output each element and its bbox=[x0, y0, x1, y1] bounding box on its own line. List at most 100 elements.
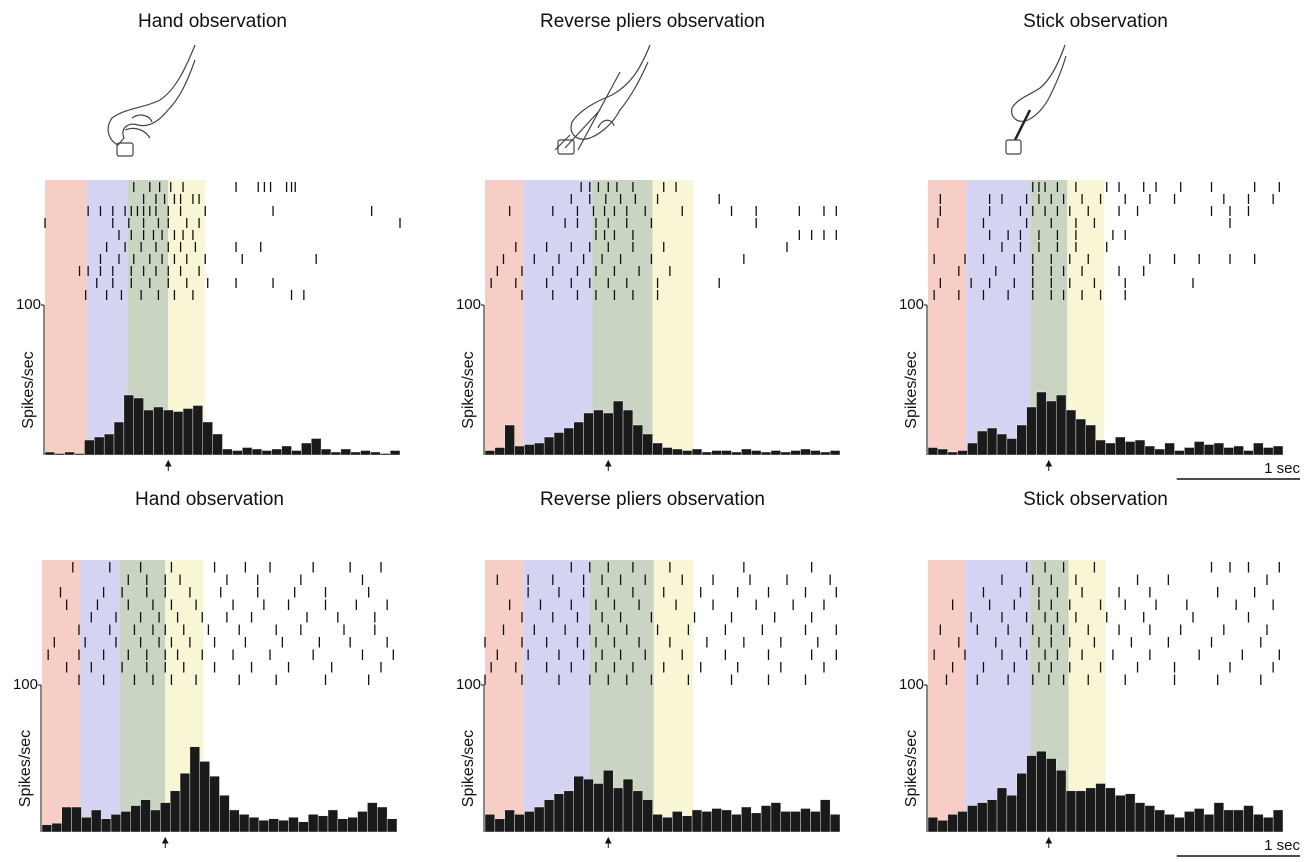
histogram-bar bbox=[72, 807, 82, 832]
histogram-bar bbox=[1125, 794, 1135, 832]
histogram-bar bbox=[282, 446, 292, 455]
histogram-bar bbox=[820, 452, 830, 455]
histogram-bar bbox=[153, 407, 163, 455]
figure: Hand observation100Spikes/secReverse pli… bbox=[0, 0, 1310, 862]
histogram-bar bbox=[1106, 788, 1116, 832]
histogram-bar bbox=[1066, 791, 1076, 832]
histogram-bar bbox=[1204, 814, 1214, 832]
histogram-bar bbox=[1106, 443, 1116, 455]
histogram-bar bbox=[84, 440, 94, 455]
histogram-bar bbox=[771, 803, 781, 832]
histogram-bar bbox=[830, 814, 840, 832]
histogram-bar bbox=[623, 410, 633, 455]
page: {"chart_data": [ {"type": "histogram", "… bbox=[0, 0, 1310, 862]
scale-bar-label: 1 sec bbox=[1264, 460, 1300, 477]
histogram-bar bbox=[938, 449, 948, 455]
movement-marker bbox=[166, 461, 171, 471]
movement-marker bbox=[606, 838, 611, 848]
histogram-bar bbox=[1096, 440, 1106, 455]
histogram-bar bbox=[1076, 791, 1086, 832]
histogram-bar bbox=[1086, 425, 1096, 455]
histogram-bar bbox=[781, 452, 791, 455]
epoch-band bbox=[485, 560, 523, 832]
histogram-bar bbox=[289, 817, 299, 832]
epoch-band bbox=[966, 180, 1030, 455]
histogram-bar bbox=[524, 811, 534, 832]
histogram-bar bbox=[1273, 446, 1283, 455]
y-tick-label: 100 bbox=[456, 296, 481, 313]
histogram-bar bbox=[564, 428, 574, 455]
histogram-bar bbox=[1244, 451, 1254, 456]
histogram-bar bbox=[938, 820, 948, 832]
histogram-bar bbox=[111, 814, 121, 832]
histogram-bar bbox=[141, 800, 151, 832]
histogram-bar bbox=[390, 451, 400, 456]
histogram-bar bbox=[663, 817, 673, 832]
movement-marker bbox=[606, 461, 611, 471]
histogram-bar bbox=[65, 452, 75, 455]
histogram-bar bbox=[232, 451, 242, 456]
panel-title: Reverse pliers observation bbox=[540, 11, 765, 32]
histogram-bar bbox=[1046, 759, 1056, 833]
histogram-bar bbox=[1165, 443, 1175, 455]
histogram-bar bbox=[948, 452, 958, 455]
histogram-bar bbox=[761, 452, 771, 455]
histogram-bar bbox=[810, 811, 820, 832]
panel-title: Stick observation bbox=[1023, 489, 1168, 510]
epoch-band bbox=[45, 180, 87, 455]
histogram-bar bbox=[321, 449, 331, 455]
histogram-bar bbox=[114, 422, 124, 455]
histogram-bar bbox=[712, 451, 722, 456]
histogram-bar bbox=[485, 814, 495, 832]
epoch-band bbox=[42, 560, 80, 832]
histogram-bar bbox=[1046, 401, 1056, 455]
histogram-bar bbox=[584, 779, 594, 832]
histogram-bar bbox=[259, 820, 269, 832]
histogram-bar bbox=[121, 811, 131, 832]
histogram-bar bbox=[1224, 810, 1234, 832]
histogram-bar bbox=[672, 811, 682, 832]
histogram-bar bbox=[203, 422, 213, 455]
histogram-bar bbox=[91, 810, 101, 832]
y-axis-label: Spikes/sec bbox=[460, 351, 477, 428]
histogram-bar bbox=[741, 807, 751, 832]
histogram-bar bbox=[1066, 410, 1076, 455]
histogram-bar bbox=[534, 443, 544, 455]
histogram-bar bbox=[279, 820, 289, 832]
histogram-bar bbox=[1224, 448, 1234, 456]
histogram-bar bbox=[1184, 811, 1194, 832]
histogram-bar bbox=[653, 814, 663, 832]
histogram-bar bbox=[593, 410, 603, 455]
histogram-bar bbox=[761, 806, 771, 832]
histogram-bar bbox=[692, 449, 702, 455]
histogram-bar bbox=[269, 819, 279, 832]
histogram-bar bbox=[229, 810, 239, 832]
histogram-bar bbox=[242, 448, 252, 456]
histogram-bar bbox=[702, 452, 712, 455]
epoch-band bbox=[120, 560, 166, 832]
histogram-bar bbox=[1253, 814, 1263, 832]
histogram-bar bbox=[977, 431, 987, 455]
y-tick-label: 100 bbox=[13, 676, 38, 693]
panel: Reverse pliers observation 100 Spikes/sec bbox=[456, 11, 840, 471]
histogram-bar bbox=[801, 808, 811, 832]
panel-title: Hand observation bbox=[138, 11, 287, 32]
histogram-bar bbox=[55, 454, 65, 456]
histogram-bar bbox=[52, 823, 62, 832]
histogram-bar bbox=[584, 413, 594, 455]
histogram-bar bbox=[524, 445, 534, 456]
histogram-bar bbox=[331, 452, 341, 455]
histogram-bar bbox=[301, 443, 311, 455]
histogram-bar bbox=[1194, 442, 1204, 456]
histogram-bar bbox=[380, 454, 390, 456]
histogram-bar bbox=[223, 449, 233, 455]
histogram-bar bbox=[564, 791, 574, 832]
histogram-bar bbox=[1244, 806, 1254, 832]
histogram-bar bbox=[328, 810, 338, 832]
histogram-bar bbox=[495, 448, 505, 456]
epoch-band bbox=[654, 560, 693, 832]
histogram-bar bbox=[1184, 448, 1194, 456]
histogram-bar bbox=[1273, 810, 1283, 832]
